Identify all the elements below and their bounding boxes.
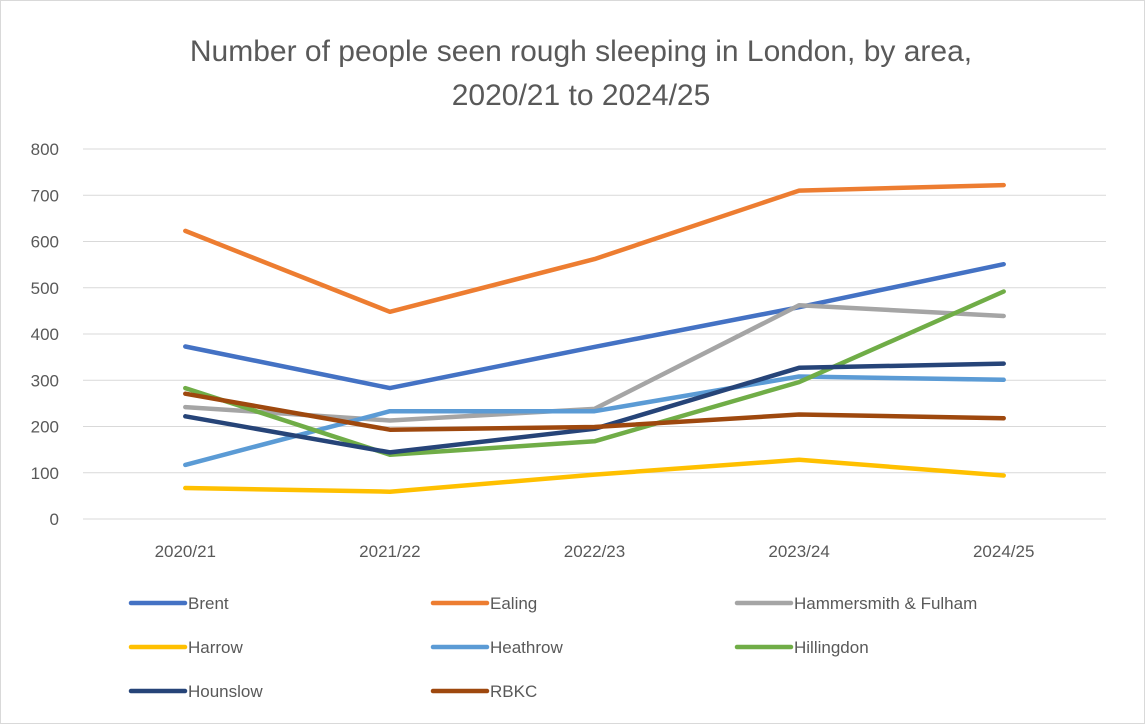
- series-line-harrow: [183, 457, 1006, 494]
- x-tick-label: 2023/24: [768, 542, 829, 561]
- series-line-rbkc: [183, 391, 1006, 432]
- gridlines: [83, 148, 1106, 520]
- x-tick-label: 2024/25: [973, 542, 1034, 561]
- chart-title: Number of people seen rough sleeping in …: [190, 35, 972, 112]
- y-tick-label: 800: [31, 140, 59, 159]
- y-tick-label: 300: [31, 371, 59, 390]
- y-tick-label: 0: [50, 510, 59, 529]
- series-lines: [183, 182, 1006, 494]
- series-line-brent: [183, 261, 1006, 391]
- y-tick-label: 500: [31, 279, 59, 298]
- y-axis-tick-labels: 0 100 200 300 400 500 600 700 800: [31, 140, 59, 529]
- chart-title-line-2: 2020/21 to 2024/25: [452, 79, 711, 112]
- legend: Brent Ealing Hammersmith & Fulham Harrow Hea…: [128, 594, 977, 701]
- series-line-heathrow: [183, 374, 1006, 468]
- y-tick-label: 600: [31, 233, 59, 252]
- y-tick-label: 700: [31, 186, 59, 205]
- x-tick-label: 2022/23: [564, 542, 625, 561]
- x-tick-label: 2021/22: [359, 542, 420, 561]
- y-tick-label: 100: [31, 464, 59, 483]
- legend-label-hammersmith-fulham: Hammersmith & Fulham: [794, 594, 977, 613]
- legend-label-brent: Brent: [188, 594, 229, 613]
- legend-label-harrow: Harrow: [188, 638, 244, 657]
- legend-label-hounslow: Hounslow: [188, 682, 263, 701]
- x-axis-tick-labels: 2020/21 2021/22 2022/23 2023/24 2024/25: [155, 542, 1035, 561]
- series-line-hammersmith-fulham: [183, 303, 1006, 423]
- series-line-hillingdon: [183, 289, 1006, 457]
- chart-title-line-1: Number of people seen rough sleeping in …: [190, 35, 972, 68]
- legend-label-heathrow: Heathrow: [490, 638, 563, 657]
- series-line-ealing: [183, 182, 1006, 315]
- legend-label-rbkc: RBKC: [490, 682, 537, 701]
- y-tick-label: 200: [31, 418, 59, 437]
- legend-label-hillingdon: Hillingdon: [794, 638, 869, 657]
- legend-label-ealing: Ealing: [490, 594, 537, 613]
- x-tick-label: 2020/21: [155, 542, 216, 561]
- y-tick-label: 400: [31, 325, 59, 344]
